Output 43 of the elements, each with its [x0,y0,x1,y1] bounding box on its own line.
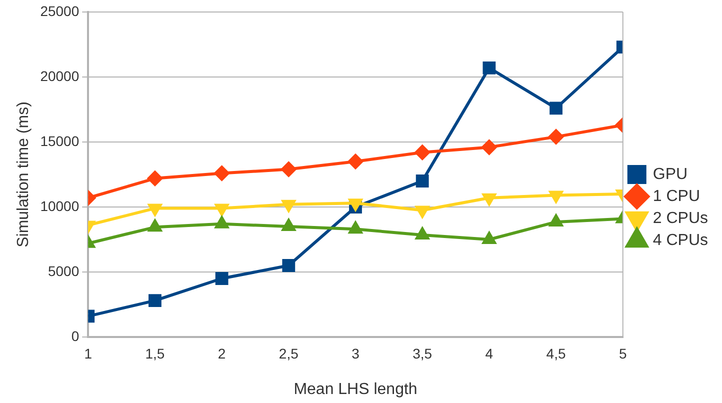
y-tick-label: 0 [71,328,80,344]
point [348,222,362,234]
point [482,232,496,244]
x-tick-label: 1,5 [145,345,165,362]
point [414,144,430,160]
point [348,154,364,169]
x-tick-label: 5 [618,345,627,362]
point [282,200,296,212]
point [416,174,429,188]
point [214,166,230,181]
point [281,162,296,177]
y-tick-label: 10000 [40,198,80,214]
x-tick-label: 4,5 [546,345,566,362]
y-axis-title: Simulation time (ms) [15,102,32,248]
point [482,61,496,74]
point [482,140,497,155]
x-tick-label: 3 [352,345,360,362]
x-tick-label: 4 [485,345,494,362]
point [549,190,563,203]
point [282,219,296,231]
y-tick-label: 20000 [40,68,80,84]
point [148,294,162,308]
y-tick-label: 5000 [48,262,80,279]
point [548,129,564,144]
legend-label: 1 CPU [652,188,700,205]
y-tick-label: 25000 [40,2,80,19]
x-tick-label: 2 [218,345,226,362]
point [282,259,296,272]
point [147,170,162,186]
x-tick-label: 3,5 [412,345,432,362]
point [482,193,496,206]
point [215,272,228,285]
point [550,102,562,115]
y-tick-label: 15000 [40,132,80,149]
point [148,220,162,232]
x-axis-title: Mean LHS length [294,380,418,398]
point [148,204,162,216]
legend-label: 2 CPUs [652,210,708,227]
legend-label: GPU [652,166,688,183]
point [215,204,229,216]
x-tick-label: 1 [84,345,92,362]
x-tick-label: 2,5 [278,345,299,362]
legend-label: 4 CPUs [652,232,708,249]
